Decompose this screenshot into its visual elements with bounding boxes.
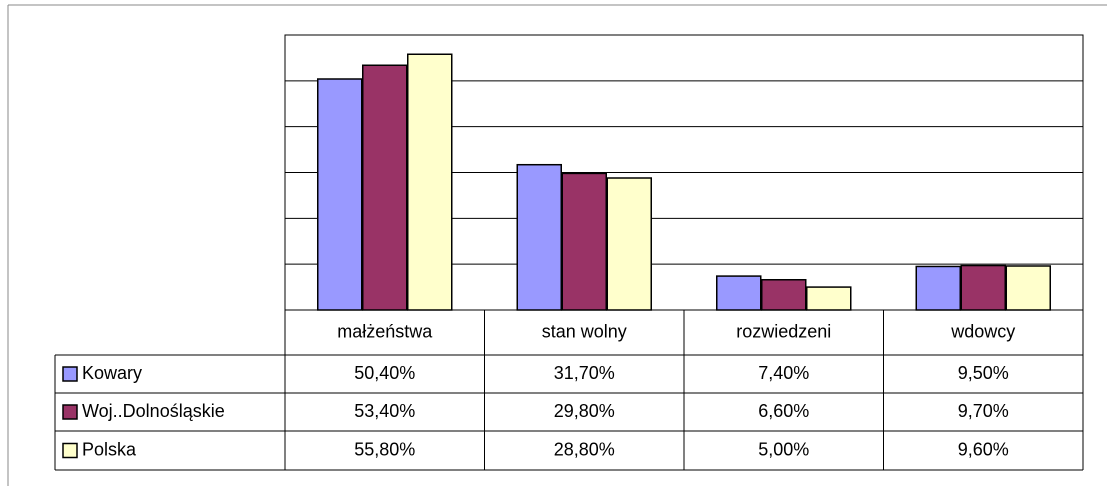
legend-label: Kowary [82, 363, 142, 383]
bar [806, 286, 852, 311]
bar [561, 172, 607, 311]
bar [362, 64, 408, 311]
legend-label: Polska [82, 439, 137, 459]
x-tick-label: stan wolny [542, 321, 627, 341]
data-label: 7,40% [758, 363, 809, 383]
data-label: 9,60% [958, 439, 1009, 459]
legend-label: Woj..Dolnośląskie [82, 401, 225, 421]
bar [407, 53, 453, 311]
x-tick-label: rozwiedzeni [736, 321, 831, 341]
x-tick-label: wdowcy [950, 321, 1015, 341]
data-label: 28,80% [554, 439, 615, 459]
bar [516, 163, 562, 311]
bar [960, 264, 1006, 311]
data-label: 9,50% [958, 363, 1009, 383]
bar [317, 78, 363, 311]
data-label: 9,70% [958, 401, 1009, 421]
legend-swatch [62, 404, 78, 420]
data-label: 5,00% [758, 439, 809, 459]
x-tick-label: małżeństwa [337, 321, 433, 341]
data-label: 50,40% [354, 363, 415, 383]
data-label: 53,40% [354, 401, 415, 421]
legend-swatch [62, 442, 78, 459]
bar [606, 177, 652, 311]
bar [716, 275, 762, 311]
data-label: 6,60% [758, 401, 809, 421]
bar [1005, 265, 1051, 311]
data-label: 31,70% [554, 363, 615, 383]
bar [915, 265, 961, 311]
data-label: 55,80% [354, 439, 415, 459]
legend-swatch [62, 366, 78, 382]
bar [761, 279, 807, 311]
data-label: 29,80% [554, 401, 615, 421]
